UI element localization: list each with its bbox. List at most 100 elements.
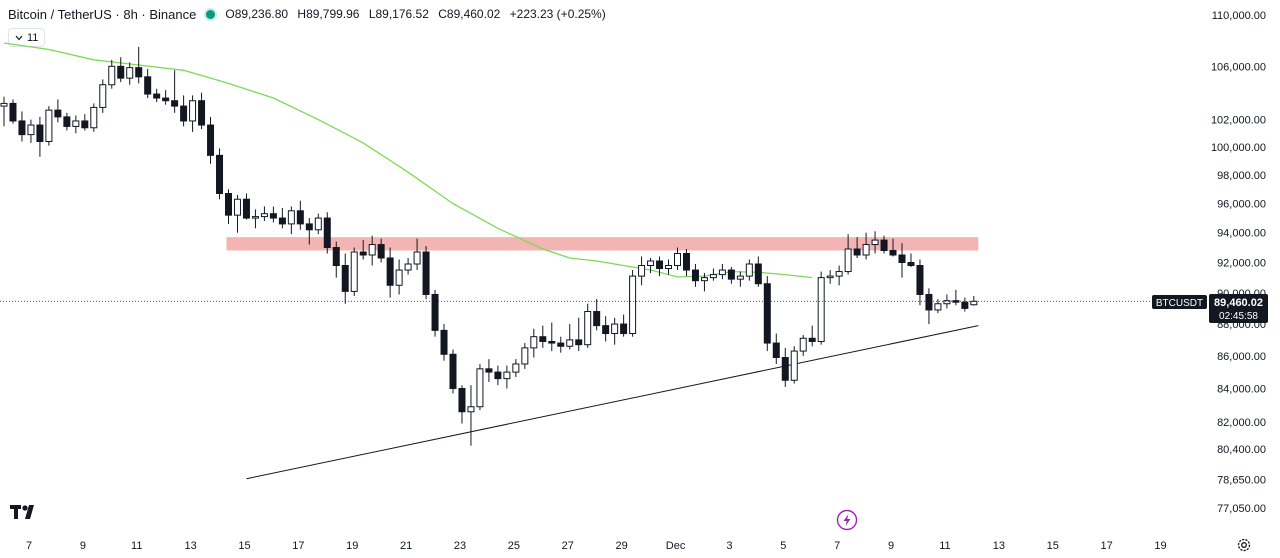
candle-body-down — [781, 357, 789, 381]
time-axis-label: 3 — [726, 540, 732, 552]
candle-body-down — [539, 336, 547, 342]
price-axis-label: 80,400.00 — [1217, 444, 1266, 456]
candle — [9, 99, 17, 124]
chevron-down-icon — [15, 32, 23, 44]
time-axis-label: 17 — [1100, 540, 1112, 552]
time-axis-label: 5 — [780, 540, 786, 552]
candle — [54, 99, 62, 123]
candle — [332, 241, 340, 278]
candle — [512, 359, 520, 377]
candle-body-up — [817, 277, 825, 342]
candle-body-up — [45, 109, 53, 142]
candle-body-up — [826, 275, 834, 279]
time-axis-label: 27 — [562, 540, 574, 552]
candle — [153, 88, 161, 103]
candle — [961, 297, 969, 312]
candle — [647, 257, 655, 274]
candle-body-down — [296, 210, 304, 225]
candle-body-up — [260, 213, 268, 218]
candle — [853, 237, 861, 258]
resistance-zone — [226, 237, 979, 251]
candle-body-up — [413, 251, 421, 265]
candle-body-down — [656, 260, 664, 270]
support-trendline — [246, 325, 979, 480]
lightning-icon[interactable] — [836, 509, 858, 536]
candle — [278, 207, 286, 229]
candle — [108, 59, 116, 89]
high-value: H89,799.96 — [297, 7, 360, 21]
candle — [700, 273, 708, 292]
candle-body-up — [709, 274, 717, 279]
candle — [45, 106, 53, 146]
candle — [377, 238, 385, 263]
candle — [72, 115, 80, 134]
candle — [314, 213, 322, 235]
candle — [233, 194, 241, 233]
candle-body-up — [512, 363, 520, 373]
candle — [925, 288, 933, 325]
symbol-title[interactable]: Bitcoin / TetherUS · 8h · Binance — [8, 6, 197, 22]
symbol-tag: BTCUSDT — [1156, 298, 1203, 309]
candle-body-down — [54, 109, 62, 118]
candle-body-down — [341, 265, 349, 292]
indicator-count: 11 — [27, 31, 39, 44]
candle — [476, 363, 484, 411]
candle — [548, 322, 556, 352]
candle-body-up — [799, 337, 807, 352]
price-axis[interactable]: 110,000.00 106,000.00 102,000.00 100,000.00… — [1211, 10, 1266, 515]
candle-body-up — [251, 216, 259, 219]
candle-body-down — [548, 340, 556, 344]
candle-body-down — [952, 300, 960, 303]
candle-body-up — [674, 252, 681, 267]
candle — [727, 267, 735, 284]
candle-body-up — [90, 106, 98, 129]
candle — [907, 253, 915, 268]
candle-body-down — [925, 293, 933, 311]
candle — [422, 246, 430, 300]
tradingview-logo-icon[interactable] — [10, 503, 40, 526]
candle — [530, 328, 538, 358]
candle-body-down — [162, 97, 170, 102]
open-value: O89,236.80 — [225, 7, 289, 21]
candle-body-up — [611, 323, 619, 335]
time-axis[interactable]: 7 9 11 13 15 17 19 21 23 25 27 29 Dec 3 5 7 9 11 13 15 17 19 — [26, 540, 1167, 552]
price-axis-label: 110,000.00 — [1212, 10, 1266, 22]
candle-body-down — [216, 154, 224, 194]
candle-body-down — [431, 293, 439, 331]
candle — [656, 256, 664, 277]
settings-gear-icon[interactable] — [1236, 537, 1252, 558]
candle — [171, 70, 179, 113]
time-axis-label: 21 — [400, 540, 412, 552]
price-axis-label: 106,000.00 — [1211, 61, 1266, 73]
candle — [754, 256, 762, 287]
trendline-layer — [246, 325, 979, 480]
candle — [144, 68, 152, 99]
candle-body-up — [395, 269, 403, 286]
candle-body-down — [880, 239, 888, 252]
candle-body-down — [81, 120, 89, 129]
candle-body-down — [763, 283, 771, 344]
candle — [99, 79, 107, 113]
candle — [404, 257, 412, 275]
candle — [180, 95, 188, 127]
candle — [736, 271, 744, 287]
candle-body-down — [323, 217, 331, 249]
price-axis-label: 82,000.00 — [1217, 417, 1266, 429]
price-axis-label: 77,050.00 — [1217, 503, 1266, 515]
price-axis-label: 98,000.00 — [1217, 170, 1266, 182]
time-axis-label: 7 — [834, 540, 840, 552]
candle-body-down — [278, 217, 286, 225]
candle-body-up — [467, 406, 475, 413]
candle — [216, 148, 224, 200]
time-axis-label: 9 — [80, 540, 86, 552]
candle-body-down — [207, 124, 215, 156]
candle-body-up — [862, 244, 870, 256]
candle — [323, 212, 331, 254]
candle — [745, 259, 753, 281]
candle-body-up — [350, 251, 358, 292]
candle-body-up — [629, 275, 637, 335]
candle-body-down — [494, 371, 502, 380]
candle — [844, 234, 852, 275]
price-tag-bg — [1209, 294, 1268, 323]
